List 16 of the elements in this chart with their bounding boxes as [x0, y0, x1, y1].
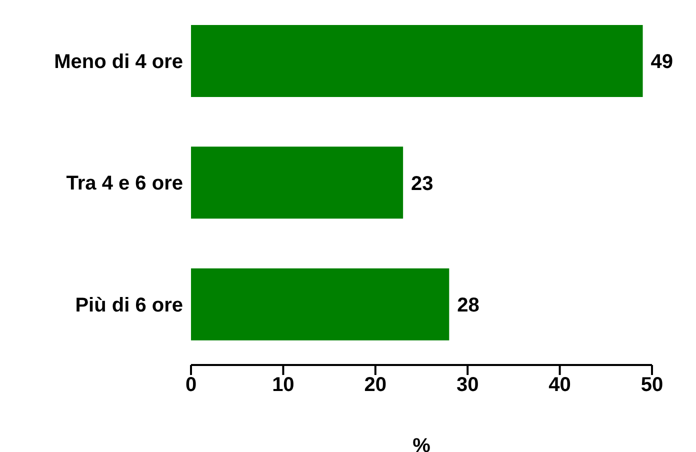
x-tick-label: 10 — [272, 374, 294, 396]
bar — [191, 268, 450, 340]
bar — [191, 25, 643, 97]
x-tick-label: 30 — [456, 374, 479, 396]
x-tick-label: 20 — [364, 374, 387, 396]
y-tick-label: Meno di 4 ore — [54, 50, 183, 73]
data-label: 49 — [650, 51, 674, 74]
y-tick-label: Tra 4 e 6 ore — [66, 172, 183, 195]
data-label: 23 — [411, 172, 434, 195]
x-axis-title: % — [412, 435, 431, 452]
x-tick-label: 50 — [640, 374, 664, 396]
y-tick-label: Più di 6 ore — [75, 294, 183, 316]
data-label: 28 — [457, 294, 480, 316]
x-tick-label: 0 — [185, 374, 197, 396]
x-tick-label: 40 — [548, 374, 571, 396]
bar — [191, 146, 404, 219]
